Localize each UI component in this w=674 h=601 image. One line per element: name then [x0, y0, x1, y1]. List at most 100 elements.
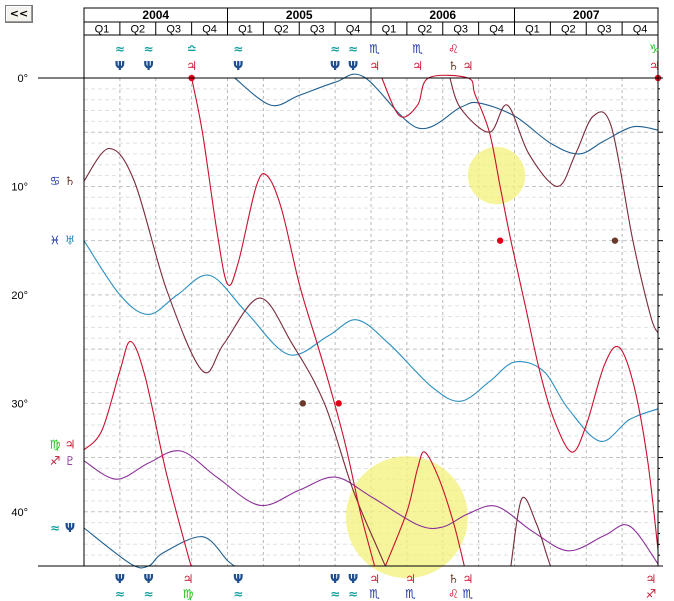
quarter-label: Q1	[525, 24, 540, 36]
quarter-label: Q1	[238, 24, 253, 36]
left-sign-glyph: ♍	[50, 438, 61, 452]
left-planet-glyph: ♇	[65, 454, 76, 468]
quarter-label: Q3	[597, 24, 612, 36]
top-sign-glyph: ≈	[115, 42, 125, 56]
data-point	[611, 237, 619, 244]
quarter-label: Q4	[346, 24, 361, 36]
top-sign-glyph: ≈	[233, 42, 243, 56]
highlight-circle	[467, 146, 526, 205]
y-tick-label: 10°	[11, 181, 28, 193]
bottom-planet-glyph: ♃	[183, 572, 194, 586]
quarter-label: Q3	[453, 24, 468, 36]
top-planet-glyph: Ψ	[330, 59, 340, 73]
back-button[interactable]: <<	[5, 5, 33, 23]
quarter-label: Q2	[130, 24, 145, 36]
top-planet-glyph: ♄	[448, 59, 459, 73]
quarter-label: Q1	[95, 24, 110, 36]
plot-border	[83, 77, 659, 567]
left-sign-glyph: ♋	[50, 174, 61, 188]
top-planet-glyph: ♃	[649, 59, 660, 73]
quarter-label: Q4	[489, 24, 504, 36]
top-planet-glyph: ♃	[186, 59, 197, 73]
top-planet-glyph: Ψ	[115, 59, 125, 73]
bottom-sign-glyph: ♐	[645, 587, 656, 601]
bottom-planet-glyph: ♃	[405, 572, 416, 586]
left-sign-glyph: ♐	[50, 454, 61, 468]
top-sign-glyph: ♏	[412, 42, 423, 56]
year-label: 2005	[286, 8, 313, 22]
bottom-planet-glyph: Ψ	[115, 572, 125, 586]
quarter-label: Q4	[202, 24, 217, 36]
left-planet-glyph: ♅	[65, 234, 76, 248]
series-line	[83, 450, 659, 565]
y-tick-label: 30°	[11, 398, 28, 410]
series-line	[510, 496, 551, 567]
top-planet-glyph: ♃	[412, 59, 423, 73]
top-planet-glyph: Ψ	[143, 59, 153, 73]
y-axis: 0° 10° 20° 30° 40°	[11, 73, 663, 567]
quarter-label: Q2	[561, 24, 576, 36]
quarter-label: Q3	[310, 24, 325, 36]
series-line	[83, 527, 236, 569]
time-header: 2004 2005 2006 2007 Q1 Q2 Q3 Q4 Q1 Q2 Q3 Q4 Q1 Q2 Q3 Q4…	[83, 7, 659, 36]
quarter-label: Q1	[382, 24, 397, 36]
quarter-label: Q3	[166, 24, 181, 36]
top-planet-glyph: Ψ	[348, 59, 358, 73]
top-sign-glyph: ≈	[144, 42, 154, 56]
bottom-planet-glyph: ♃	[645, 572, 656, 586]
top-sign-glyph: ♏	[369, 42, 380, 56]
left-sign-glyph: ♓	[50, 234, 61, 248]
bottom-planet-glyph: Ψ	[143, 572, 153, 586]
top-sign-glyph: ♑	[649, 42, 660, 56]
year-label: 2004	[142, 8, 169, 22]
left-planet-glyph: Ψ	[65, 521, 75, 535]
left-sign-glyph: ≈	[50, 521, 60, 535]
y-tick-label: 40°	[11, 507, 28, 519]
highlight-circle	[345, 456, 468, 579]
series-lines	[83, 73, 659, 569]
series-line	[234, 73, 659, 155]
quarter-label: Q2	[274, 24, 289, 36]
highlight-regions	[345, 146, 526, 579]
series-line	[384, 451, 465, 567]
top-planet-glyph: Ψ	[233, 59, 243, 73]
data-point	[335, 400, 342, 407]
bottom-sign-glyph: ♍	[183, 587, 194, 601]
bottom-sign-glyph: ≈	[330, 587, 340, 601]
series-line	[83, 240, 659, 442]
top-sign-glyph: ≈	[348, 42, 358, 56]
bottom-sign-glyph: ≈	[144, 587, 154, 601]
quarter-label: Q4	[633, 24, 648, 36]
bottom-sign-glyph: ♏	[462, 587, 473, 601]
bottom-planet-glyph: Ψ	[348, 572, 358, 586]
top-sign-glyph: ≈	[330, 42, 340, 56]
top-planet-glyph: ♃	[462, 59, 473, 73]
top-sign-glyph: ≏	[187, 42, 197, 56]
bottom-sign-glyph: ≈	[348, 587, 358, 601]
bottom-sign-glyph: ≈	[233, 587, 243, 601]
bottom-sign-glyph: ♏	[405, 587, 416, 601]
bottom-planet-glyph: Ψ	[330, 572, 340, 586]
bottom-planet-glyph: ♃	[462, 572, 473, 586]
bottom-planet-glyph: ♄	[448, 572, 459, 586]
bottom-sign-glyph: ♏	[369, 587, 380, 601]
series-line	[83, 147, 386, 567]
data-point	[299, 400, 307, 407]
bottom-planet-glyph: Ψ	[233, 572, 243, 586]
data-point	[496, 237, 504, 244]
planet-markers: ≈Ψ≈Ψ≏♃≈Ψ≈Ψ≈Ψ♏♃♏♃♌♄ ♃♑♃Ψ≈Ψ≈♃♍Ψ≈Ψ≈Ψ≈♃♏♃♏♄♌♃…	[50, 42, 660, 601]
year-label: 2007	[573, 8, 600, 22]
bottom-sign-glyph: ≈	[115, 587, 125, 601]
year-label: 2006	[429, 8, 456, 22]
series-line	[83, 340, 193, 567]
y-tick-label: 20°	[11, 290, 28, 302]
series-line	[191, 77, 376, 567]
left-planet-glyph: ♄	[65, 174, 76, 188]
y-tick-label: 0°	[17, 73, 28, 85]
left-planet-glyph: ♃	[65, 438, 76, 452]
top-planet-glyph: ♃	[369, 59, 380, 73]
quarter-label: Q2	[417, 24, 432, 36]
bottom-planet-glyph: ♃	[369, 572, 380, 586]
